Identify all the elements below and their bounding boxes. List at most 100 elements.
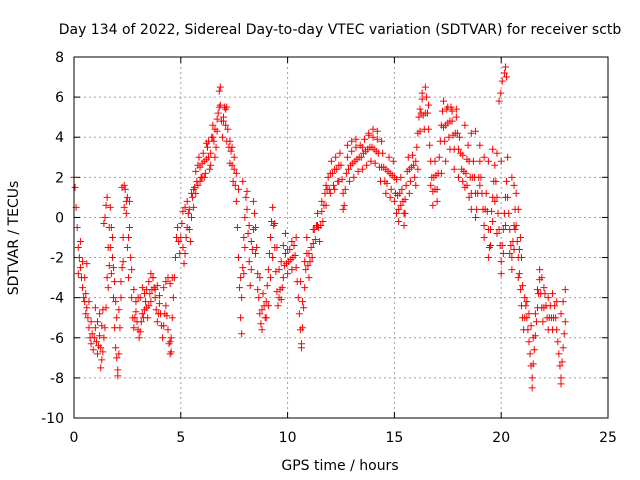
data-point [91,324,99,332]
data-point [196,177,204,185]
data-point [446,145,454,153]
data-point [405,189,413,197]
data-point [544,294,552,302]
data-point [111,278,119,286]
y-tick-label: -4 [50,291,64,307]
data-point [431,185,439,193]
data-point [179,244,187,252]
data-point [448,117,456,125]
data-point [241,244,249,252]
data-point [175,238,183,246]
data-point [459,151,467,159]
data-point [358,143,366,151]
data-point [448,107,456,115]
data-point [505,209,513,217]
data-point [556,362,564,370]
data-point [96,310,104,318]
data-point [497,157,505,165]
data-point [332,153,340,161]
data-point [97,364,105,372]
data-point [243,205,251,213]
data-point [102,201,110,209]
data-point [163,312,171,320]
data-point [395,205,403,213]
data-point [369,125,377,133]
data-point [112,344,120,352]
data-point [110,294,118,302]
data-point [499,250,507,258]
data-point [123,244,131,252]
data-point [342,169,350,177]
data-point [503,73,511,81]
data-point [352,143,360,151]
data-point [281,229,289,237]
y-tick-label: -8 [50,371,64,387]
y-axis-label: SDTVAR / TECUs [6,181,22,296]
data-point [263,282,271,290]
data-point [87,318,95,326]
data-point [482,189,490,197]
data-point [322,201,330,209]
data-point [218,133,226,141]
data-point [508,254,516,262]
data-point [246,282,254,290]
data-point [491,197,499,205]
data-point [136,328,144,336]
data-point [230,165,238,173]
data-point [259,290,267,298]
data-point [209,133,217,141]
data-point [215,103,223,111]
data-point [444,103,452,111]
data-point [116,324,124,332]
data-point [339,205,347,213]
data-point [330,181,338,189]
data-point [192,189,200,197]
data-point [561,318,569,326]
data-point [247,238,255,246]
data-point [253,244,261,252]
data-point [512,221,520,229]
data-point [480,221,488,229]
data-point [305,274,313,282]
data-point [110,264,118,272]
data-point [233,223,241,231]
data-point [108,254,116,262]
data-point [507,242,515,250]
data-point [250,209,258,217]
data-point [214,109,222,117]
data-point [107,223,115,231]
data-point [279,274,287,282]
data-point [164,326,172,334]
data-point [231,181,239,189]
data-point [559,344,567,352]
data-point [492,177,500,185]
y-tick-label: -2 [50,251,64,267]
data-point [151,294,159,302]
data-point [314,221,322,229]
data-point [528,384,536,392]
data-point [185,225,193,233]
data-point [343,153,351,161]
data-point [105,262,113,270]
data-point [239,177,247,185]
data-point [512,189,520,197]
data-point [281,250,289,258]
data-point [416,127,424,135]
data-point [409,151,417,159]
data-point [224,125,232,133]
data-point [131,314,139,322]
data-point [238,330,246,338]
data-point [169,294,177,302]
data-point [524,326,532,334]
data-point [130,286,138,294]
data-point [117,278,125,286]
data-point [558,358,566,366]
data-point [463,181,471,189]
data-point [410,161,418,169]
data-point [427,181,435,189]
data-point [130,324,138,332]
data-point [254,270,262,278]
data-point [135,334,143,342]
data-point [120,203,128,211]
data-point [484,254,492,262]
